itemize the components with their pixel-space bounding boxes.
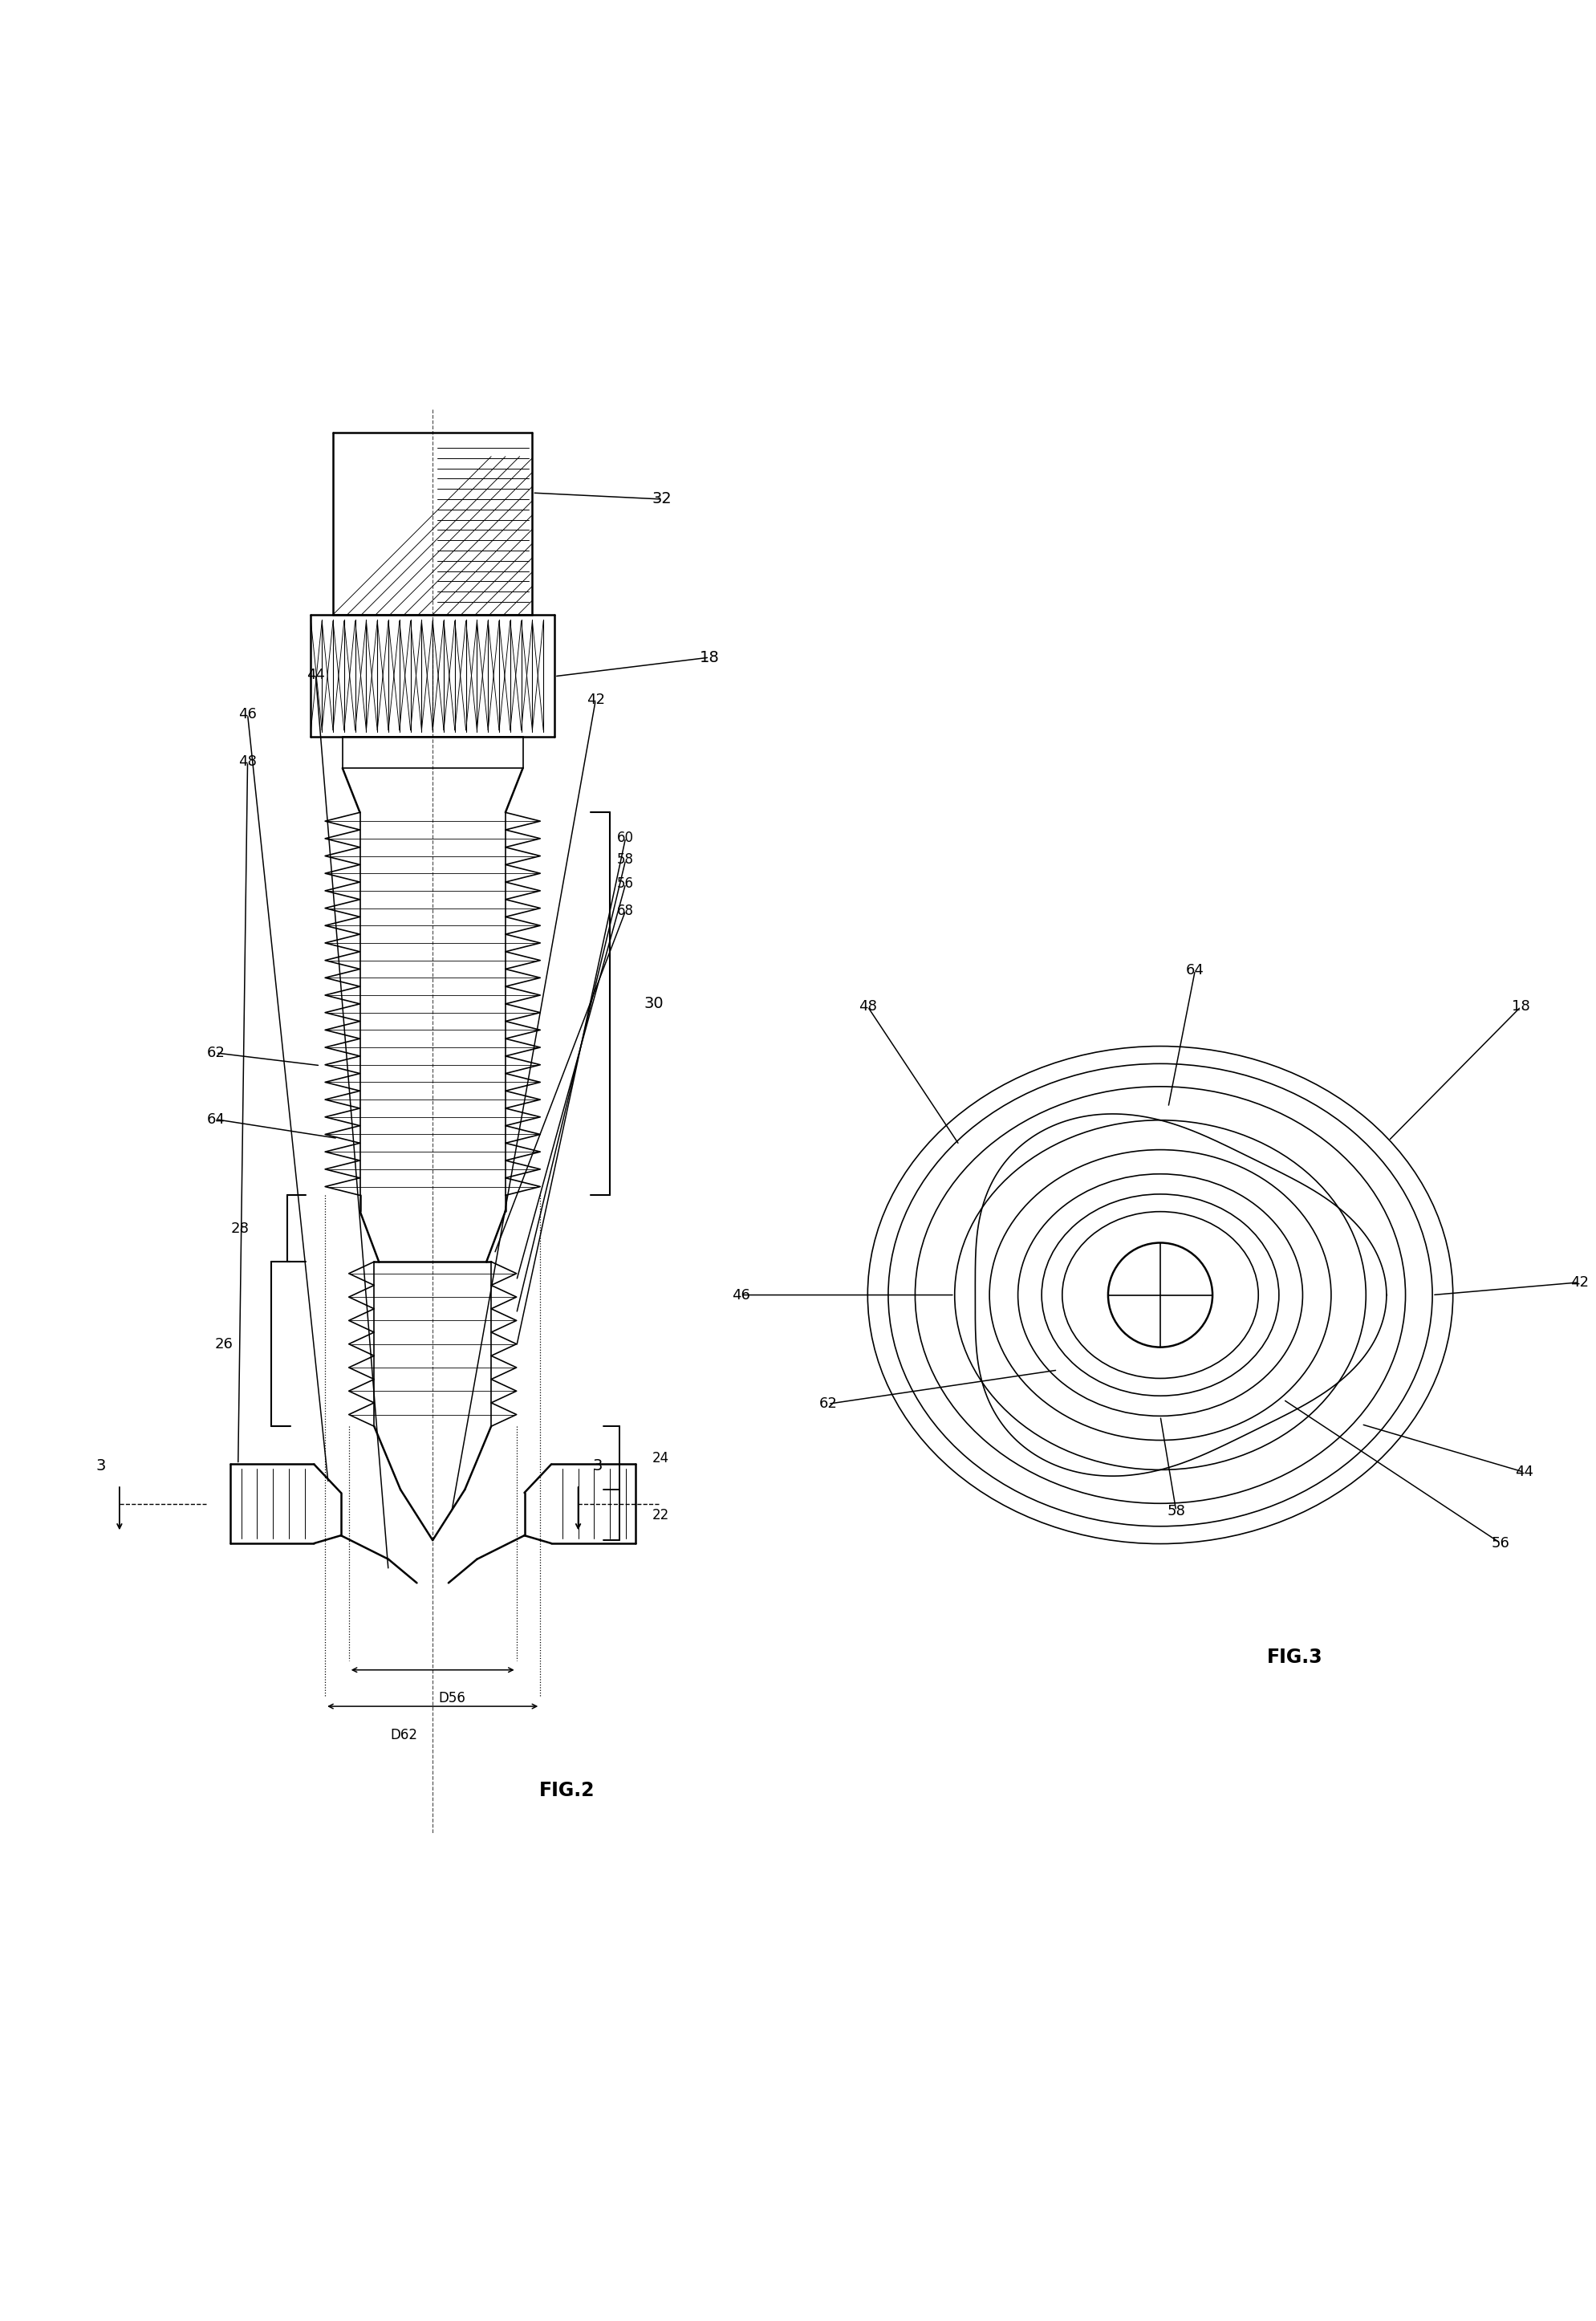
Text: 32: 32 <box>653 492 672 506</box>
Text: 30: 30 <box>645 996 664 1012</box>
Text: 3: 3 <box>592 1458 602 1474</box>
Text: 56: 56 <box>618 877 634 891</box>
Text: 58: 58 <box>618 852 634 868</box>
Text: 18: 18 <box>1511 1000 1531 1014</box>
Text: FIG.2: FIG.2 <box>539 1780 595 1799</box>
Text: 44: 44 <box>1515 1465 1534 1478</box>
Text: 3: 3 <box>96 1458 105 1474</box>
Text: FIG.3: FIG.3 <box>1267 1648 1323 1666</box>
Text: 62: 62 <box>819 1397 838 1411</box>
Text: 46: 46 <box>238 708 257 722</box>
Text: 28: 28 <box>230 1221 249 1235</box>
Text: 48: 48 <box>238 754 257 768</box>
Text: 42: 42 <box>1570 1274 1588 1290</box>
Text: 56: 56 <box>1491 1537 1510 1550</box>
Text: 68: 68 <box>618 903 634 917</box>
Text: 60: 60 <box>618 831 634 845</box>
Text: 22: 22 <box>651 1509 669 1523</box>
Text: D62: D62 <box>391 1727 418 1743</box>
Text: 44: 44 <box>306 668 326 682</box>
Text: 58: 58 <box>1167 1504 1186 1518</box>
Text: 26: 26 <box>215 1337 233 1351</box>
Text: 18: 18 <box>699 650 720 666</box>
Text: D56: D56 <box>437 1692 466 1706</box>
Text: 24: 24 <box>653 1451 669 1465</box>
Text: 48: 48 <box>859 1000 876 1014</box>
Text: 62: 62 <box>207 1047 225 1061</box>
Text: 42: 42 <box>586 694 605 708</box>
Text: 64: 64 <box>207 1112 225 1126</box>
Text: 46: 46 <box>733 1288 750 1302</box>
Ellipse shape <box>1108 1242 1213 1346</box>
Text: 64: 64 <box>1186 963 1205 977</box>
